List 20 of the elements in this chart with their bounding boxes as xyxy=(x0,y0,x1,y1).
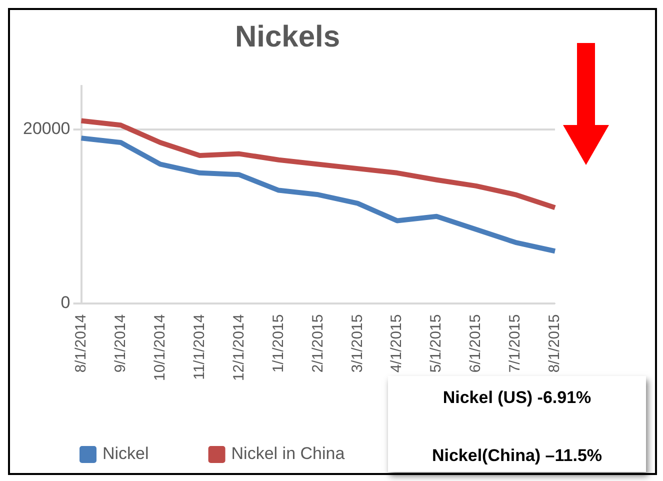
x-tick-label: 1/1/2015 xyxy=(270,314,287,373)
x-tick-label: 6/1/2015 xyxy=(467,314,484,373)
legend-label: Nickel in China xyxy=(231,444,346,464)
y-tick-label: 20000 xyxy=(22,119,70,138)
x-tick-label: 8/1/2014 xyxy=(72,314,90,373)
x-tick-label: 5/1/2015 xyxy=(428,314,445,373)
text: Nickel (US) -6.91% xyxy=(442,388,592,408)
y-tick-label: 0 xyxy=(60,292,70,312)
x-tick-label: 8/1/2015 xyxy=(546,314,564,373)
text: Nickel(China) –11.5% xyxy=(432,446,602,466)
x-tick-label: 12/1/2014 xyxy=(230,314,248,382)
x-tick-label: 11/1/2014 xyxy=(190,314,208,380)
legend-label: Nickel xyxy=(102,444,149,464)
x-tick-label: 2/1/2015 xyxy=(309,314,326,373)
x-tick-label: 9/1/2014 xyxy=(112,314,129,373)
x-tick-label: 4/1/2015 xyxy=(388,314,406,373)
chart-title: Nickels xyxy=(234,20,340,54)
x-tick-label: 10/1/2014 xyxy=(151,314,168,382)
x-tick-label: 7/1/2015 xyxy=(506,314,524,373)
x-tick-label: 3/1/2015 xyxy=(348,314,366,373)
